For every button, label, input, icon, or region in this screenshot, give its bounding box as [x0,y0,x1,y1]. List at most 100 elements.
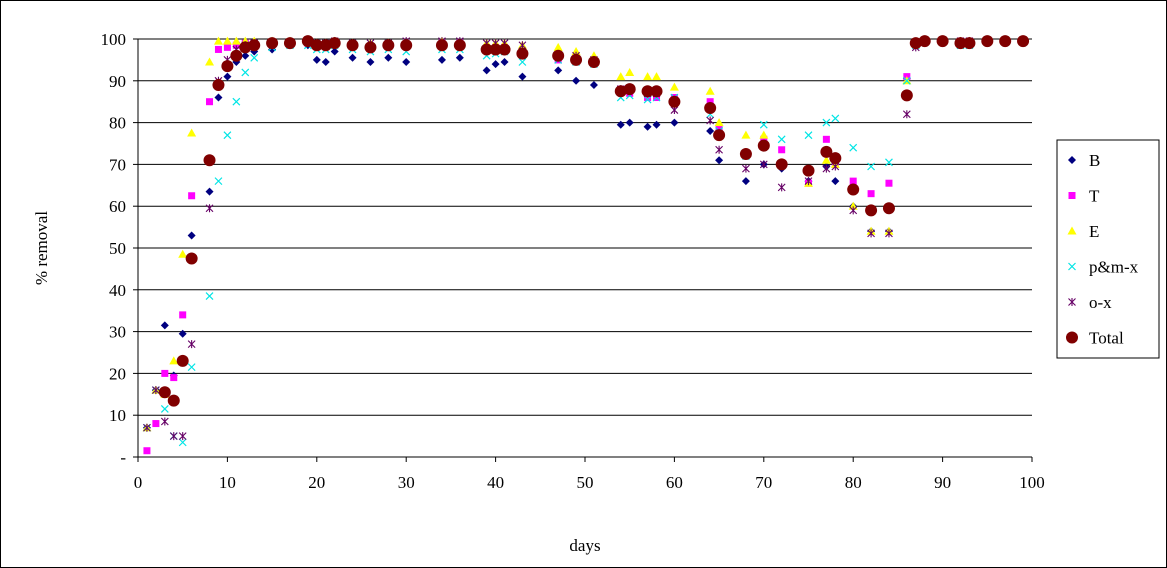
legend-label: E [1089,222,1099,241]
data-point [178,432,187,441]
data-point [178,438,187,447]
y-tick-label: 80 [109,114,126,133]
legend-label: T [1089,187,1100,206]
data-point [188,192,196,200]
y-tick-label: 100 [101,30,127,49]
data-point [882,202,895,215]
data-point [321,57,330,66]
legend-label: Total [1089,329,1124,348]
data-point [804,177,813,186]
data-point [248,39,261,52]
data-point [918,35,931,48]
y-tick-label: 90 [109,72,126,91]
y-tick-label: - [120,448,126,467]
data-point [230,49,243,62]
data-point [310,39,323,52]
data-point [820,145,833,158]
data-point [231,36,241,45]
data-point [704,101,717,114]
data-point [641,85,654,98]
data-point [489,43,502,56]
data-point [802,164,815,177]
data-point [206,98,214,106]
data-point [214,93,223,102]
data-point [623,83,636,96]
series-t [143,37,1027,455]
data-point [185,252,198,265]
data-point [999,35,1012,48]
series-total [158,35,1030,407]
data-point [241,51,250,60]
data-point [319,39,332,52]
x-tick-label: 0 [134,473,143,492]
data-point [205,292,214,300]
data-point [518,72,527,81]
data-point [865,204,878,217]
data-point [829,152,842,165]
data-point [214,45,222,53]
data-point [223,131,232,140]
data-point [491,60,500,69]
legend-marker [1067,226,1077,235]
data-point [739,147,752,160]
series-b [142,37,1028,432]
x-tick-label: 50 [577,473,594,492]
data-point [804,131,813,140]
x-axis-label: days [569,536,600,555]
data-point [212,78,225,91]
data-point [169,356,179,365]
data-point [187,363,196,372]
data-point [364,41,377,54]
y-tick-label: 70 [109,155,126,174]
data-point [400,39,413,52]
x-tick-label: 10 [219,473,236,492]
data-point [455,53,464,62]
data-point [328,37,341,50]
x-tick-label: 90 [934,473,951,492]
data-point [346,39,359,52]
data-point [500,57,509,66]
data-point [330,47,339,56]
data-point [366,57,375,66]
data-point [849,206,858,215]
legend-marker [1068,156,1076,164]
data-point [552,49,565,62]
data-point [706,126,715,135]
grid-lines [138,38,1032,416]
data-point [757,139,770,152]
data-point [178,249,188,258]
data-point [453,39,466,52]
data-point [900,89,913,102]
data-point [348,53,357,62]
data-point [741,177,750,186]
data-point [670,118,679,127]
data-point [885,179,893,187]
data-point [778,146,786,154]
data-point [715,156,724,165]
y-tick-label: 30 [109,323,126,342]
data-point [777,135,786,144]
data-point [179,311,187,319]
data-point [187,340,196,349]
legend-marker [1068,262,1076,271]
data-point [160,321,169,330]
data-point [821,155,831,164]
data-point [232,97,241,106]
data-point [742,164,750,173]
data-point [187,128,197,137]
data-point [705,86,715,95]
data-point [822,164,831,173]
data-point [777,183,786,192]
data-point [151,386,160,395]
data-point [849,143,858,152]
data-point [266,37,279,50]
data-point [775,158,788,171]
series-e [142,36,1028,432]
data-point [714,118,724,127]
y-tick-label: 60 [109,197,126,216]
y-tick-label: 50 [109,239,126,258]
data-point [616,72,626,81]
data-point [643,122,652,131]
